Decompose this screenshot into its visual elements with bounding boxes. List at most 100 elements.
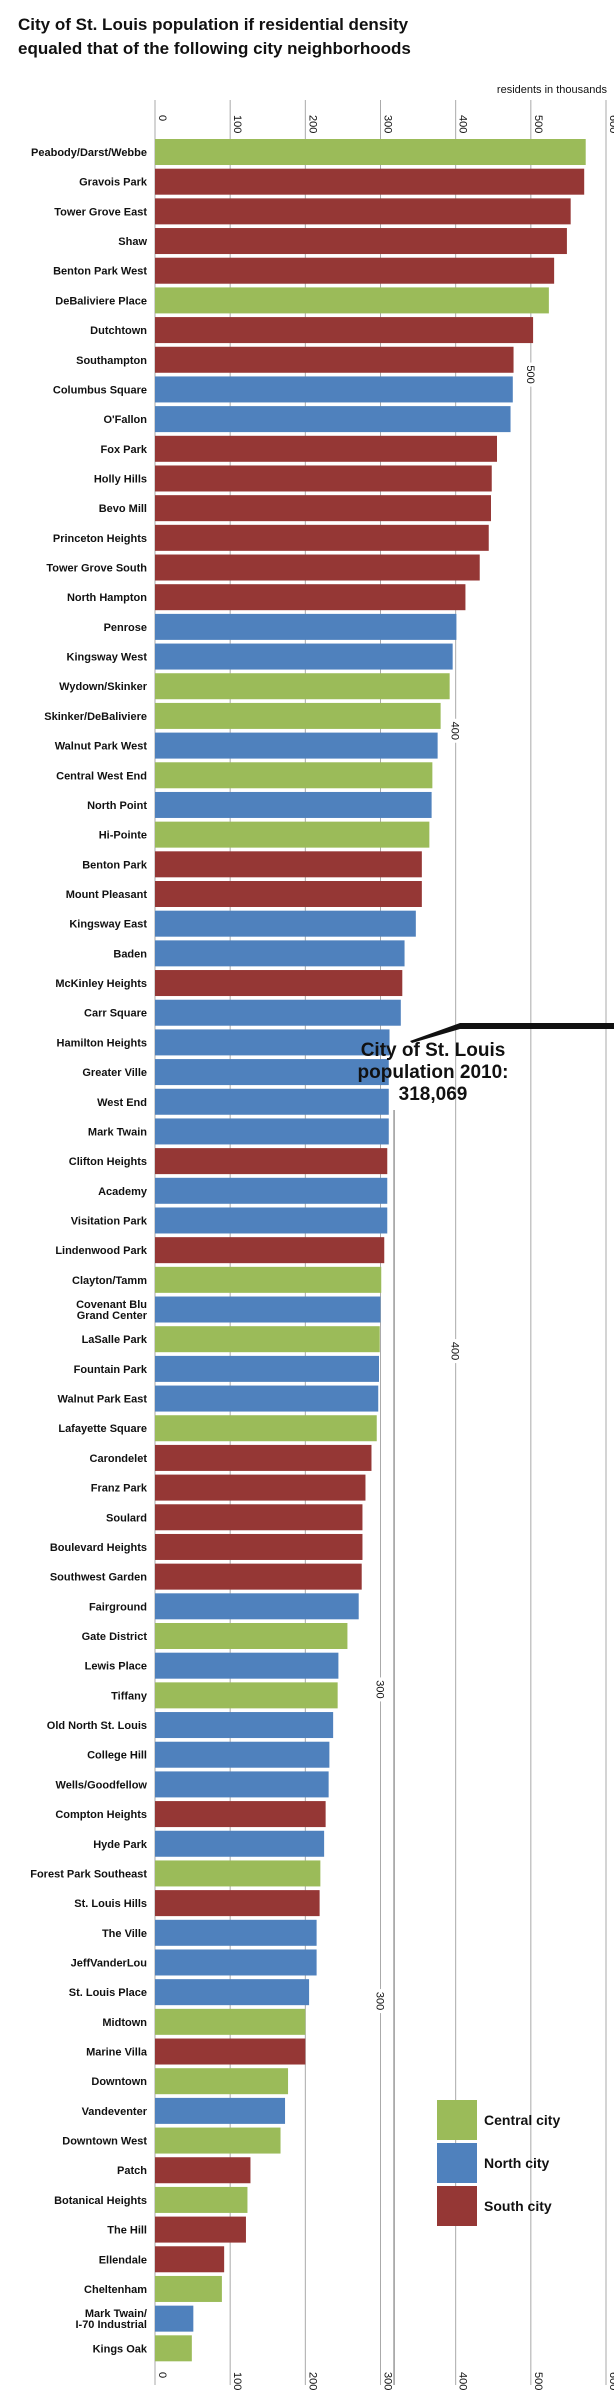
y-tick-label: Clifton Heights [69, 1156, 147, 1168]
bar [155, 2186, 248, 2213]
bar [155, 1237, 385, 1264]
y-tick-label: West End [97, 1097, 147, 1109]
bar [155, 1801, 326, 1828]
bar [155, 1682, 338, 1709]
y-tick-label: Franz Park [91, 1483, 148, 1495]
bar [155, 2038, 306, 2065]
y-tick-label: Academy [98, 1186, 148, 1198]
bar [155, 495, 491, 522]
x-axis-label: residents in thousands [497, 84, 608, 96]
bar [155, 1444, 372, 1471]
y-tick-label: Baden [113, 948, 147, 960]
x-tick-label: 200 [306, 2372, 318, 2390]
bar [155, 139, 586, 165]
bar [155, 584, 466, 611]
y-tick-label: Wells/Goodfellow [56, 1779, 148, 1791]
bar [155, 613, 457, 640]
bar [155, 1266, 382, 1293]
bar [155, 821, 430, 848]
y-tick-label: Downtown West [62, 2136, 147, 2148]
y-tick-label: Walnut Park East [58, 1394, 148, 1406]
bar [155, 198, 571, 225]
bar [155, 1207, 388, 1234]
bar [155, 287, 549, 314]
y-tick-label: Soulard [106, 1512, 147, 1524]
bar [155, 762, 433, 789]
bar [155, 1830, 325, 1857]
bar [155, 2157, 251, 2184]
y-tick-label: Covenant Blu Grand Center [76, 1299, 148, 1322]
legend-label: North city [484, 2155, 550, 2171]
bar [155, 2335, 192, 2362]
bar [155, 228, 567, 255]
bar [155, 317, 534, 344]
y-tick-label: Lindenwood Park [55, 1245, 148, 1257]
y-tick-label: Mark Twain/I-70 Industrial [75, 2308, 147, 2331]
bar [155, 732, 438, 759]
y-tick-label: Bevo Mill [99, 503, 147, 515]
y-tick-label: Midtown [102, 2017, 147, 2029]
y-tick-label: Carondelet [90, 1453, 148, 1465]
bar [155, 2275, 222, 2302]
y-tick-label: Southwest Garden [50, 1572, 147, 1584]
bar [155, 524, 489, 551]
bar [155, 1563, 362, 1590]
bar [155, 406, 511, 433]
mid-axis-label: 300 [374, 1992, 386, 2010]
y-tick-label: Compton Heights [55, 1809, 147, 1821]
label-bg [374, 1989, 387, 2014]
y-tick-label: Dutchtown [90, 325, 147, 337]
y-tick-label: O'Fallon [103, 414, 147, 426]
bar [155, 1326, 380, 1353]
y-tick-label: Tiffany [111, 1690, 148, 1702]
y-tick-label: Walnut Park West [55, 741, 148, 753]
x-tick-label: 500 [532, 2372, 544, 2390]
label-bg [374, 1677, 387, 1702]
x-tick-label: 100 [231, 115, 243, 133]
y-tick-label: Central West End [56, 770, 147, 782]
y-tick-label: Kingsway East [69, 919, 147, 931]
y-tick-label: Botanical Heights [54, 2195, 147, 2207]
bar [155, 673, 450, 700]
bar [155, 1059, 389, 1086]
y-tick-label: Skinker/DeBaliviere [44, 711, 147, 723]
y-tick-label: Shaw [118, 236, 147, 248]
y-tick-label: Fox Park [101, 444, 148, 456]
y-tick-label: Fairground [89, 1601, 147, 1613]
y-tick-label: Peabody/Darst/Webbe [31, 147, 147, 159]
annotation: City of St. Louis population 2010: 318,069 [358, 1040, 509, 1105]
bar [155, 1355, 379, 1382]
bar [155, 1593, 359, 1620]
legend-swatch [437, 2186, 477, 2226]
y-tick-label: Ellendale [99, 2254, 147, 2266]
y-tick-label: St. Louis Hills [74, 1898, 147, 1910]
x-tick-label: 600 [607, 115, 614, 133]
x-tick-label: 400 [457, 2372, 469, 2390]
y-tick-label: Mount Pleasant [66, 889, 148, 901]
bar [155, 2216, 246, 2243]
bar [155, 1652, 339, 1679]
y-tick-label: Downtown [91, 2076, 147, 2088]
y-tick-label: Kings Oak [93, 2343, 148, 2355]
mid-axis-label: 500 [524, 365, 536, 383]
y-tick-label: Lafayette Square [58, 1423, 147, 1435]
y-tick-label: Greater Ville [82, 1067, 147, 1079]
bar [155, 1177, 388, 1204]
legend-label: South city [484, 2198, 552, 2214]
y-tick-label: Gate District [82, 1631, 148, 1643]
x-tick-label: 200 [306, 115, 318, 133]
bar [155, 2246, 225, 2273]
x-tick-label: 500 [532, 115, 544, 133]
y-tick-label: Tower Grove South [46, 563, 147, 575]
y-tick-label: The Ville [102, 1928, 147, 1940]
y-tick-label: North Point [87, 800, 147, 812]
label-bg [449, 718, 462, 743]
bar [155, 1979, 310, 2006]
y-tick-label: College Hill [87, 1750, 147, 1762]
bar [155, 1088, 389, 1115]
y-tick-label: Old North St. Louis [47, 1720, 147, 1732]
y-tick-label: Mark Twain [88, 1126, 147, 1138]
bar [155, 465, 492, 492]
x-tick-label: 0 [156, 115, 168, 121]
y-tick-label: Clayton/Tamm [72, 1275, 147, 1287]
